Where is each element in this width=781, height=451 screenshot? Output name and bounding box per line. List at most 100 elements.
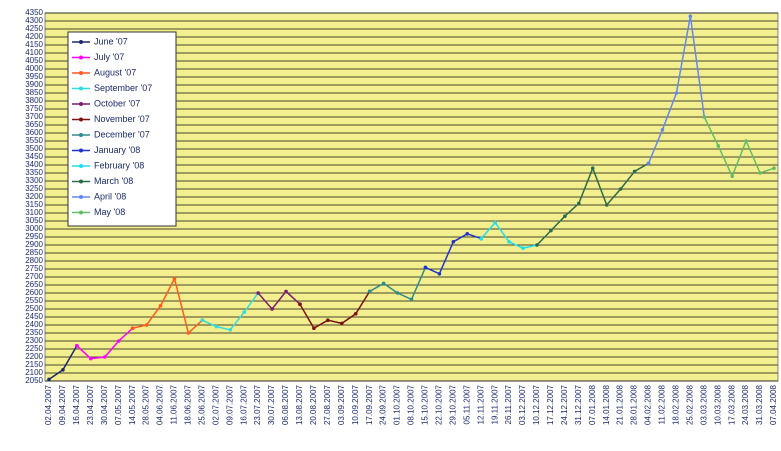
point [730, 174, 734, 178]
x-tick-label: 18.02.2008 [672, 384, 681, 425]
x-tick-label: 15.10.2007 [421, 384, 430, 425]
x-tick-label: 10.03.2008 [713, 384, 722, 425]
point [563, 214, 567, 218]
y-tick-label: 2750 [25, 264, 43, 273]
legend-marker [79, 102, 83, 106]
y-tick-label: 3350 [25, 168, 43, 177]
point [660, 128, 665, 132]
x-tick-label: 31.03.2008 [755, 384, 764, 425]
point [200, 318, 205, 323]
legend-marker [79, 86, 83, 91]
x-tick-label: 07.01.2008 [588, 384, 597, 425]
x-tick-label: 30.07.2007 [267, 384, 276, 425]
point [479, 236, 484, 241]
y-tick-label: 2800 [25, 256, 43, 265]
y-tick-label: 2050 [25, 376, 43, 385]
point [395, 291, 400, 295]
x-tick-label: 02.04.2007 [44, 384, 53, 425]
legend-label: July '07 [94, 52, 124, 62]
series-line [132, 276, 203, 335]
x-tick-label: 11.02.2008 [658, 384, 667, 424]
y-tick-label: 2950 [25, 232, 43, 241]
x-tick-label: 13.08.2007 [295, 384, 304, 425]
x-tick-label: 16.04.2007 [72, 384, 81, 425]
legend-marker [79, 164, 83, 168]
legend-marker [79, 179, 83, 184]
x-tick-label: 16.07.2007 [239, 384, 248, 425]
y-tick-label: 2900 [25, 240, 43, 249]
point [618, 187, 623, 191]
x-tick-label: 28.05.2007 [142, 384, 151, 425]
point [451, 240, 456, 244]
point [75, 344, 79, 348]
x-tick-label: 06.08.2007 [281, 384, 290, 425]
y-tick-label: 2100 [25, 368, 43, 377]
legend-label: February '08 [94, 160, 144, 170]
series-line [257, 290, 301, 311]
x-tick-label: 07.04.2008 [769, 384, 778, 425]
x-tick-label: 29.10.2007 [448, 384, 457, 425]
legend-marker [79, 71, 83, 75]
y-tick-label: 3600 [25, 128, 43, 137]
legend-label: March '08 [94, 176, 133, 186]
legend-label: December '07 [94, 129, 150, 139]
point [367, 289, 372, 294]
point [632, 169, 637, 174]
point [549, 228, 553, 233]
point [214, 324, 219, 329]
point [535, 243, 539, 247]
y-tick-label: 3500 [25, 144, 43, 153]
point [577, 201, 581, 206]
point [312, 326, 316, 331]
y-tick-label: 4250 [25, 24, 43, 33]
y-tick-label: 3250 [25, 184, 43, 193]
point [102, 355, 107, 359]
x-tick-label: 19.11.2007 [490, 384, 499, 424]
x-tick-label: 25.06.2007 [197, 384, 206, 425]
x-tick-label: 07.05.2007 [114, 384, 123, 425]
series-line [299, 291, 371, 330]
y-tick-label: 2200 [25, 352, 43, 361]
point [89, 356, 93, 361]
point [716, 144, 721, 148]
y-tick-label: 2150 [25, 360, 43, 369]
y-tick-label: 3650 [25, 120, 43, 129]
point [521, 246, 525, 250]
legend: June '07 July '07 August '07 September '07 O… [67, 31, 177, 227]
legend-label: January '08 [94, 145, 140, 155]
point [47, 377, 51, 382]
point [144, 323, 149, 327]
legend-box [67, 31, 177, 227]
y-tick-label: 4200 [25, 32, 43, 41]
x-tick-label: 24.09.2007 [379, 384, 388, 425]
x-tick-label: 10.12.2007 [532, 384, 541, 425]
point [702, 115, 707, 119]
point [381, 281, 386, 286]
point [646, 161, 651, 166]
y-tick-label: 2250 [25, 344, 43, 353]
y-tick-label: 2350 [25, 328, 43, 337]
series-line [703, 116, 775, 179]
y-tick-label: 2400 [25, 320, 43, 329]
y-tick-label: 3300 [25, 176, 43, 185]
legend-label: June '07 [94, 36, 128, 46]
y-tick-label: 2550 [25, 296, 43, 305]
x-tick-label: 31.12.2007 [574, 384, 583, 425]
x-tick-label: 09.04.2007 [58, 384, 67, 425]
legend-marker [79, 210, 83, 215]
point [423, 265, 428, 270]
point [256, 291, 260, 295]
x-tick-label: 17.09.2007 [365, 384, 374, 425]
x-tick-label: 21.01.2008 [616, 384, 625, 425]
legend-marker [79, 117, 83, 122]
point [270, 307, 274, 311]
y-tick-label: 3200 [25, 192, 43, 201]
point [507, 240, 511, 244]
point [172, 276, 177, 281]
point [116, 339, 121, 343]
y-tick-label: 4350 [25, 8, 43, 17]
x-tick-label: 28.01.2008 [630, 384, 639, 425]
point [772, 166, 776, 170]
legend-label: October '07 [94, 98, 140, 108]
y-tick-label: 4000 [25, 64, 43, 73]
